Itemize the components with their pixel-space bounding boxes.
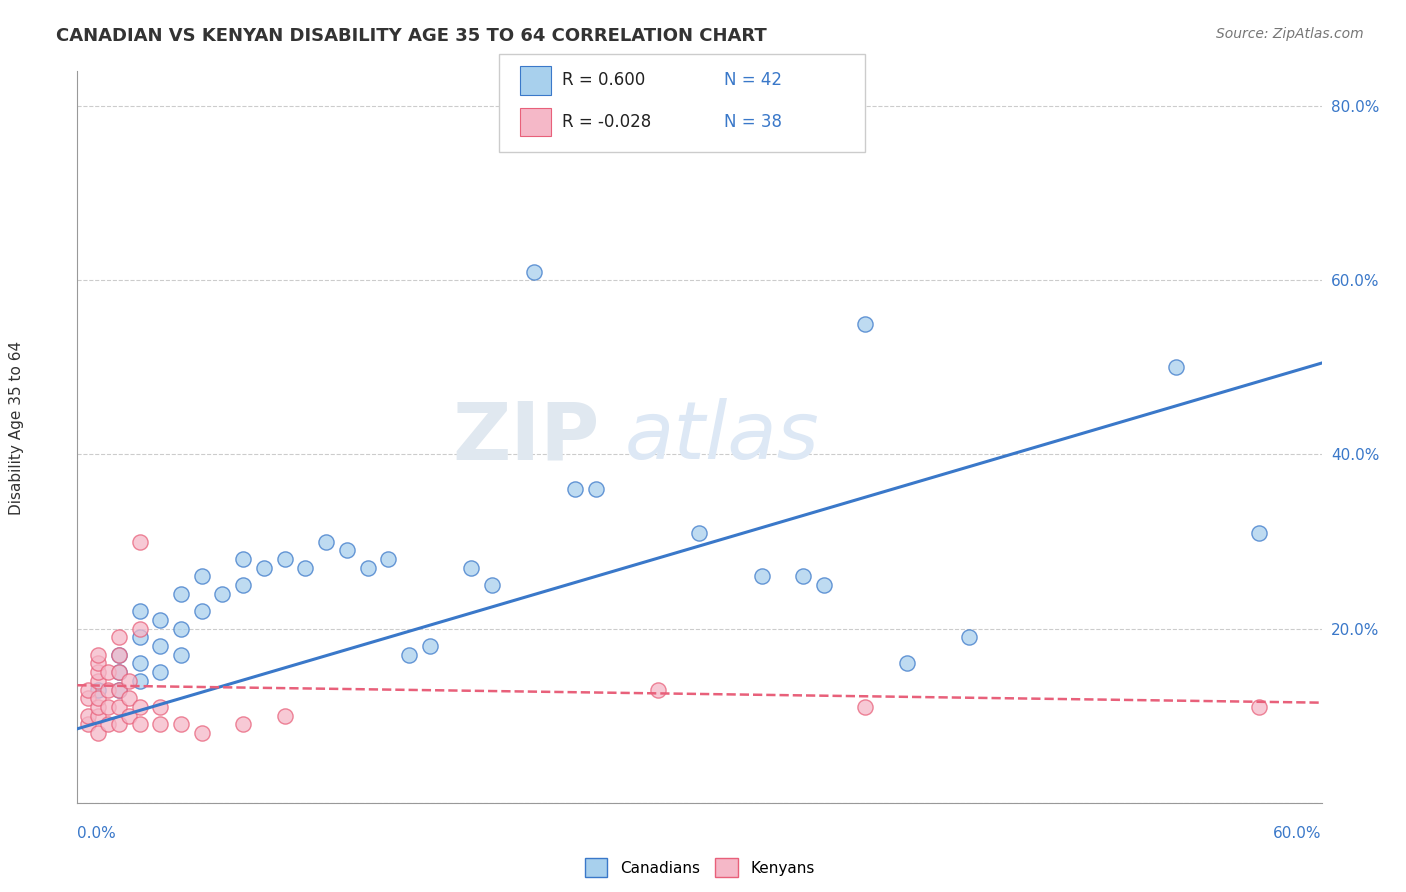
Point: [108, 631, 131, 645]
Point: [128, 604, 150, 618]
Point: [294, 560, 316, 574]
Text: N = 42: N = 42: [724, 71, 782, 89]
Point: [813, 578, 835, 592]
Point: [792, 569, 814, 583]
Point: [274, 552, 297, 566]
Point: [108, 665, 131, 680]
Text: atlas: atlas: [624, 398, 820, 476]
Point: [76, 708, 98, 723]
Point: [108, 717, 131, 731]
Point: [108, 682, 131, 697]
Point: [108, 648, 131, 662]
Point: [170, 587, 193, 601]
Point: [585, 483, 607, 497]
Point: [357, 560, 380, 574]
Text: N = 38: N = 38: [724, 113, 782, 131]
Point: [108, 700, 131, 714]
Point: [170, 648, 193, 662]
Point: [97, 700, 120, 714]
Point: [377, 552, 399, 566]
Text: 0.0%: 0.0%: [77, 827, 117, 841]
Point: [689, 525, 711, 540]
Point: [149, 639, 172, 653]
Text: R = 0.600: R = 0.600: [562, 71, 645, 89]
Text: CANADIAN VS KENYAN DISABILITY AGE 35 TO 64 CORRELATION CHART: CANADIAN VS KENYAN DISABILITY AGE 35 TO …: [56, 27, 768, 45]
Point: [896, 657, 918, 671]
Point: [128, 717, 150, 731]
Point: [460, 560, 482, 574]
Point: [647, 682, 669, 697]
Point: [128, 673, 150, 688]
Point: [87, 673, 110, 688]
Point: [108, 648, 131, 662]
Point: [315, 534, 337, 549]
Point: [170, 717, 193, 731]
Point: [336, 543, 359, 558]
Point: [149, 717, 172, 731]
Point: [87, 726, 110, 740]
Point: [1249, 700, 1271, 714]
Point: [191, 569, 214, 583]
Point: [76, 682, 98, 697]
Point: [232, 578, 254, 592]
Point: [523, 265, 546, 279]
Point: [253, 560, 276, 574]
Point: [191, 726, 214, 740]
Point: [87, 691, 110, 706]
Point: [87, 665, 110, 680]
Text: 60.0%: 60.0%: [1274, 827, 1322, 841]
Point: [128, 622, 150, 636]
Point: [564, 483, 586, 497]
Point: [87, 648, 110, 662]
Point: [398, 648, 420, 662]
Point: [128, 657, 150, 671]
Point: [87, 700, 110, 714]
Point: [149, 700, 172, 714]
Text: Disability Age 35 to 64: Disability Age 35 to 64: [10, 341, 24, 516]
Point: [751, 569, 773, 583]
Point: [128, 534, 150, 549]
Text: Source: ZipAtlas.com: Source: ZipAtlas.com: [1216, 27, 1364, 41]
Point: [855, 317, 877, 331]
Point: [191, 604, 214, 618]
Point: [87, 682, 110, 697]
Point: [118, 691, 141, 706]
Point: [1249, 525, 1271, 540]
Point: [97, 717, 120, 731]
Legend: Canadians, Kenyans: Canadians, Kenyans: [578, 852, 821, 883]
Point: [149, 613, 172, 627]
Point: [118, 708, 141, 723]
Point: [419, 639, 441, 653]
Point: [128, 631, 150, 645]
Point: [232, 552, 254, 566]
Point: [108, 682, 131, 697]
Point: [76, 691, 98, 706]
Point: [128, 700, 150, 714]
Point: [87, 657, 110, 671]
Point: [97, 665, 120, 680]
Point: [108, 665, 131, 680]
Point: [87, 708, 110, 723]
Text: ZIP: ZIP: [453, 398, 600, 476]
Point: [481, 578, 503, 592]
Point: [274, 708, 297, 723]
Point: [232, 717, 254, 731]
Point: [1166, 360, 1188, 375]
Point: [855, 700, 877, 714]
Text: R = -0.028: R = -0.028: [562, 113, 651, 131]
Point: [149, 665, 172, 680]
Point: [170, 622, 193, 636]
Point: [957, 631, 980, 645]
Point: [118, 673, 141, 688]
Point: [97, 682, 120, 697]
Point: [76, 717, 98, 731]
Point: [211, 587, 233, 601]
